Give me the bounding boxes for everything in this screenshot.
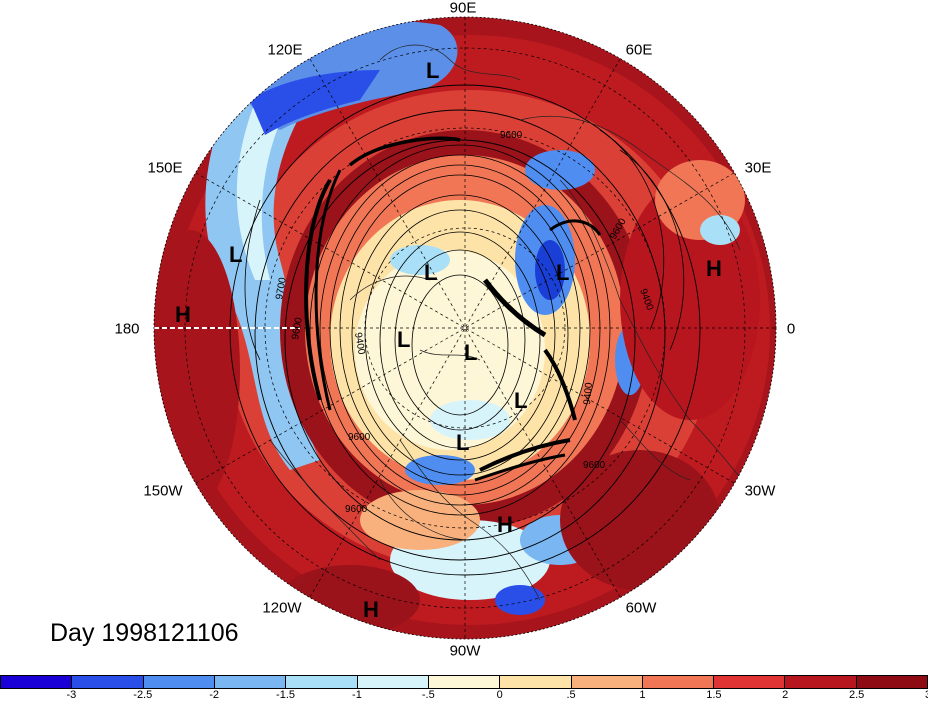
lon-label-120w: 120W: [262, 599, 302, 617]
colorbar-segment: [571, 676, 643, 688]
colorbar-segment: [214, 676, 287, 688]
contour-label: 9600: [500, 130, 523, 141]
contour-labels: 9600 9700 9600 9400 9600 9600 9600 9400 …: [274, 130, 655, 515]
low-center: L: [456, 430, 469, 455]
colorbar-tick-label: -1: [352, 689, 362, 701]
colorbar-tick-label: -1.5: [276, 689, 296, 701]
colorbar-segment: [500, 676, 572, 688]
contour-label: 9600: [348, 432, 371, 443]
low-center: L: [397, 327, 410, 352]
pressure-centers: L L L L L L L L H H H H: [175, 58, 722, 622]
low-center: L: [424, 260, 437, 285]
colorbar-tick-label: 2.5: [848, 689, 865, 701]
lon-label-150w: 150W: [143, 482, 183, 500]
high-center: H: [175, 302, 191, 327]
high-center: H: [497, 512, 513, 537]
colorbar-segment: [286, 676, 358, 688]
lon-label-90w: 90W: [449, 642, 481, 660]
low-center: L: [426, 58, 439, 83]
colorbar-tick-label: 0: [496, 689, 503, 701]
colorbar-tick-label: -2: [209, 689, 220, 701]
lon-label-60w: 60W: [625, 599, 657, 617]
contour-label: 9700: [274, 276, 289, 300]
colorbar-tick-label: 2: [782, 689, 789, 701]
colorbar-segment: [357, 676, 429, 688]
high-center: H: [363, 597, 379, 622]
lon-label-120e: 120E: [267, 41, 303, 59]
lon-label-90e: 90E: [449, 0, 477, 17]
colorbar-tick-label: .5: [566, 689, 576, 701]
low-center: L: [464, 340, 477, 365]
colorbar-tick-label: -2.5: [133, 689, 153, 701]
contour-label: 9600: [345, 504, 368, 515]
colorbar-tick-label: 3: [925, 689, 928, 701]
low-center: L: [229, 242, 242, 267]
lon-label-0: 0: [786, 320, 796, 338]
colorbar: [0, 675, 928, 689]
colorbar-tick-label: -.5: [421, 689, 435, 701]
low-center: L: [514, 388, 527, 413]
colorbar-segment: [1, 676, 73, 688]
colorbar-segment: [856, 676, 928, 688]
map-title: Day 1998121106: [50, 619, 239, 647]
colorbar-segment: [143, 676, 215, 688]
map-boundary: [153, 16, 777, 640]
lon-label-60e: 60E: [625, 41, 653, 59]
colorbar-segment: [72, 676, 144, 688]
anomaly-field: [154, 17, 776, 639]
colorbar-tick-label: 1: [639, 689, 646, 701]
colorbar-tick-label: 1.5: [706, 689, 722, 701]
graticule: [154, 17, 776, 639]
contour-label: 9400: [352, 332, 367, 356]
contour-label: 9600: [583, 460, 606, 471]
colorbar-segment: [714, 676, 786, 688]
polar-map: 9600 9700 9600 9400 9600 9600 9600 9400 …: [153, 16, 777, 640]
colorbar-segment: [428, 676, 501, 688]
lon-label-30w: 30W: [744, 482, 776, 500]
colorbar-segment: [785, 676, 857, 688]
high-center: H: [706, 256, 722, 281]
low-center: L: [556, 260, 569, 285]
coastlines: [269, 44, 761, 601]
colorbar-tick-label: -3: [66, 689, 77, 701]
lon-label-150e: 150E: [147, 159, 183, 177]
lon-label-180: 180: [114, 320, 140, 338]
contour-label: 9600: [290, 316, 305, 340]
colorbar-segment: [642, 676, 715, 688]
lon-label-30e: 30E: [744, 159, 772, 177]
contour-label: 9400: [582, 382, 595, 406]
